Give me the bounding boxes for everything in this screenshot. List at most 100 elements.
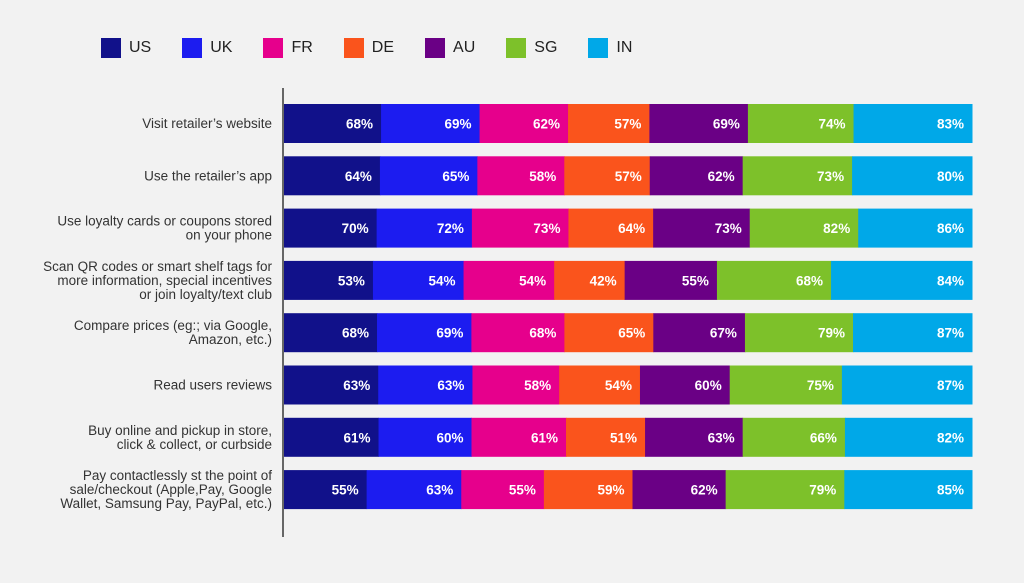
data-label: 69%	[713, 117, 740, 132]
data-label: 67%	[710, 326, 737, 341]
data-label: 62%	[533, 117, 560, 132]
bar-segment-uk	[366, 470, 462, 510]
bar-segment-au	[645, 417, 744, 457]
bar-segment-sg	[742, 417, 846, 457]
legend-item-sg: SG	[506, 38, 557, 58]
data-label: 60%	[436, 430, 463, 445]
bar-segment-au	[653, 208, 751, 248]
bar-segment-au	[649, 104, 749, 143]
data-label: 62%	[708, 169, 735, 184]
data-label: 54%	[605, 378, 632, 393]
bar-segment-de	[559, 365, 641, 405]
bar-segment-de	[543, 470, 634, 510]
legend-item-uk: UK	[182, 38, 232, 58]
legend: US UK FR DE AU SG IN	[101, 38, 663, 58]
data-label: 79%	[818, 326, 845, 341]
bar-segment-fr	[471, 313, 565, 353]
data-label: 69%	[436, 326, 463, 341]
data-label: 68%	[342, 326, 369, 341]
bar-segment-fr	[471, 417, 567, 457]
bar-segment-us	[284, 208, 378, 248]
category-label: Use the retailer’s app	[144, 168, 272, 183]
data-label: 83%	[937, 117, 964, 132]
legend-item-us: US	[101, 38, 151, 58]
data-label: 51%	[610, 430, 637, 445]
data-label: 68%	[346, 117, 373, 132]
bar-segment-sg	[729, 365, 843, 405]
legend-swatch	[343, 38, 364, 58]
legend-label: FR	[291, 39, 313, 56]
bar-segment-sg	[742, 156, 853, 196]
data-label: 53%	[338, 273, 365, 288]
category-label: Pay contactlessly st the point of sale/ch…	[60, 468, 272, 511]
data-label: 68%	[796, 273, 823, 288]
bar-segment-us	[284, 313, 378, 353]
data-label: 87%	[937, 326, 964, 341]
bar-segment-us	[284, 260, 374, 300]
legend-label: AU	[453, 39, 476, 56]
data-label: 54%	[519, 273, 546, 288]
bar-segment-uk	[376, 208, 473, 248]
bar-segment-au	[653, 313, 746, 353]
data-label: 82%	[823, 221, 850, 236]
bar-segment-sg	[744, 313, 854, 353]
data-label: 63%	[437, 378, 464, 393]
bar-segment-in	[844, 470, 973, 510]
data-label: 55%	[682, 273, 709, 288]
data-label: 42%	[590, 273, 617, 288]
data-label: 57%	[614, 117, 641, 132]
legend-item-in: IN	[588, 38, 632, 58]
data-label: 86%	[937, 221, 964, 236]
bar-segment-in	[852, 156, 973, 196]
bar-segment-uk	[372, 260, 465, 300]
bar-segment-de	[564, 313, 654, 353]
data-label: 57%	[615, 169, 642, 184]
bar-segment-in	[841, 365, 973, 405]
data-label: 54%	[429, 273, 456, 288]
category-label: Visit retailer’s website	[142, 116, 272, 131]
bar-segment-in	[844, 417, 973, 457]
data-label: 73%	[817, 169, 844, 184]
data-label: 65%	[442, 169, 469, 184]
legend-swatch	[425, 38, 446, 58]
data-label: 58%	[524, 378, 551, 393]
legend-item-fr: FR	[263, 38, 313, 58]
data-label: 60%	[695, 378, 722, 393]
data-label: 55%	[509, 483, 536, 498]
data-label: 64%	[618, 221, 645, 236]
legend-swatch	[263, 38, 284, 58]
data-label: 79%	[809, 483, 836, 498]
legend-swatch	[588, 38, 609, 58]
data-label: 63%	[426, 483, 453, 498]
data-label: 62%	[691, 483, 718, 498]
data-label: 85%	[937, 483, 964, 498]
bar-segment-uk	[378, 417, 472, 457]
data-label: 69%	[445, 117, 472, 132]
bar-segment-in	[853, 104, 973, 143]
bar-segment-fr	[479, 104, 569, 143]
legend-item-au: AU	[425, 38, 475, 58]
bar-segment-fr	[463, 260, 555, 300]
bar-segment-sg	[725, 470, 845, 510]
bar-segment-au	[639, 365, 731, 405]
bar-segment-us	[284, 470, 368, 510]
bar-segment-fr	[461, 470, 545, 510]
legend-label: DE	[371, 39, 395, 56]
bar-segment-uk	[377, 313, 472, 353]
data-label: 63%	[343, 378, 370, 393]
bar-segment-uk	[381, 104, 481, 143]
bar-segment-de	[564, 156, 651, 196]
data-label: 73%	[715, 221, 742, 236]
bar-segment-in	[858, 208, 973, 248]
data-label: 61%	[343, 430, 370, 445]
bar-segment-us	[284, 417, 380, 457]
data-label: 87%	[937, 378, 964, 393]
data-label: 75%	[807, 378, 834, 393]
data-label: 73%	[533, 221, 560, 236]
bar-segment-us	[284, 104, 382, 143]
data-label: 63%	[708, 430, 735, 445]
bar-segment-au	[624, 260, 718, 300]
bar-segment-sg	[749, 208, 859, 248]
data-label: 64%	[345, 169, 372, 184]
